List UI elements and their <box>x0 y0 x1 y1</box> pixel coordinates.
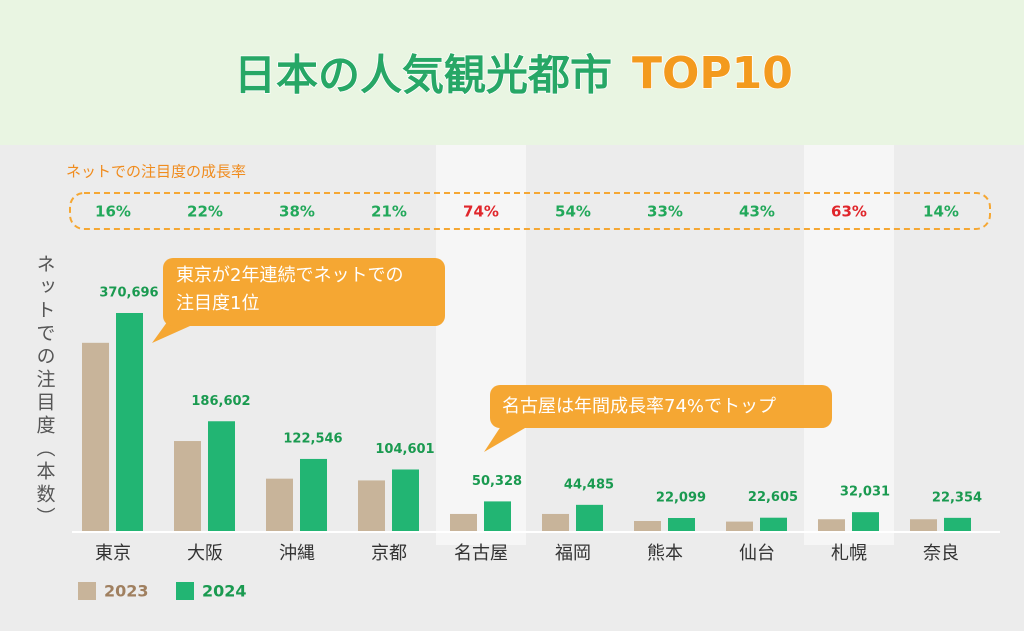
x-tick-label: 福岡 <box>555 543 591 564</box>
bar <box>116 313 143 531</box>
growth-value: 74% <box>463 203 499 221</box>
growth-value: 43% <box>739 203 775 221</box>
bar <box>542 513 569 531</box>
title-highlight: TOP10 <box>632 48 793 99</box>
data-label: 122,546 <box>283 431 342 446</box>
bar <box>484 501 511 531</box>
growth-frame <box>69 192 991 230</box>
x-tick-label: 熊本 <box>647 543 683 564</box>
y-axis-label: ネットでの注目度（本数） <box>34 254 56 530</box>
x-tick-label: 沖縄 <box>279 543 315 564</box>
header-band <box>0 0 1024 145</box>
annotation: 注目度1位 <box>176 293 259 314</box>
data-label: 186,602 <box>191 394 250 409</box>
growth-value: 33% <box>647 203 683 221</box>
bar <box>726 521 753 531</box>
data-label: 22,354 <box>932 490 982 505</box>
growth-value: 38% <box>279 203 315 221</box>
bar <box>910 519 937 531</box>
growth-value: 21% <box>371 203 407 221</box>
x-tick-label: 奈良 <box>923 543 959 564</box>
bar <box>392 469 419 531</box>
highlight-column <box>804 145 894 545</box>
legend-label: 2023 <box>104 582 149 601</box>
growth-value: 14% <box>923 203 959 221</box>
bar <box>174 441 201 531</box>
x-tick-label: 仙台 <box>739 543 775 564</box>
data-label: 104,601 <box>375 442 434 457</box>
growth-value: 22% <box>187 203 223 221</box>
data-label: 22,605 <box>748 490 798 505</box>
annotation: 東京が2年連続でネットでの <box>176 265 403 286</box>
annotation: 名古屋は年間成長率74%でトップ <box>502 396 776 417</box>
highlight-column <box>436 145 526 545</box>
legend-swatch <box>176 582 194 600</box>
data-label: 50,328 <box>472 474 522 489</box>
data-label: 44,485 <box>564 477 614 492</box>
bar <box>208 421 235 531</box>
growth-label: ネットでの注目度の成長率 <box>66 163 246 181</box>
bar <box>450 513 477 531</box>
data-label: 370,696 <box>99 286 158 301</box>
growth-value: 54% <box>555 203 591 221</box>
data-label: 22,099 <box>656 491 706 506</box>
chart-title: 日本の人気観光都市 <box>234 51 612 100</box>
bar <box>576 504 603 531</box>
bar <box>300 458 327 531</box>
bar <box>266 478 293 531</box>
bar <box>852 512 879 531</box>
legend-swatch <box>78 582 96 600</box>
x-tick-label: 札幌 <box>831 543 867 564</box>
bar <box>944 517 971 531</box>
bar <box>634 521 661 531</box>
bar <box>760 517 787 531</box>
growth-value: 63% <box>831 203 867 221</box>
bar <box>358 480 385 531</box>
data-label: 32,031 <box>840 485 890 500</box>
bar <box>818 519 845 531</box>
x-tick-label: 名古屋 <box>454 543 508 564</box>
bar <box>82 342 109 531</box>
legend-label: 2024 <box>202 582 247 601</box>
x-tick-label: 大阪 <box>187 543 223 564</box>
callout-box <box>163 258 445 326</box>
bar <box>668 518 695 531</box>
callout-box <box>490 385 832 428</box>
x-tick-label: 東京 <box>95 543 131 564</box>
x-tick-label: 京都 <box>371 543 407 564</box>
growth-value: 16% <box>95 203 131 221</box>
